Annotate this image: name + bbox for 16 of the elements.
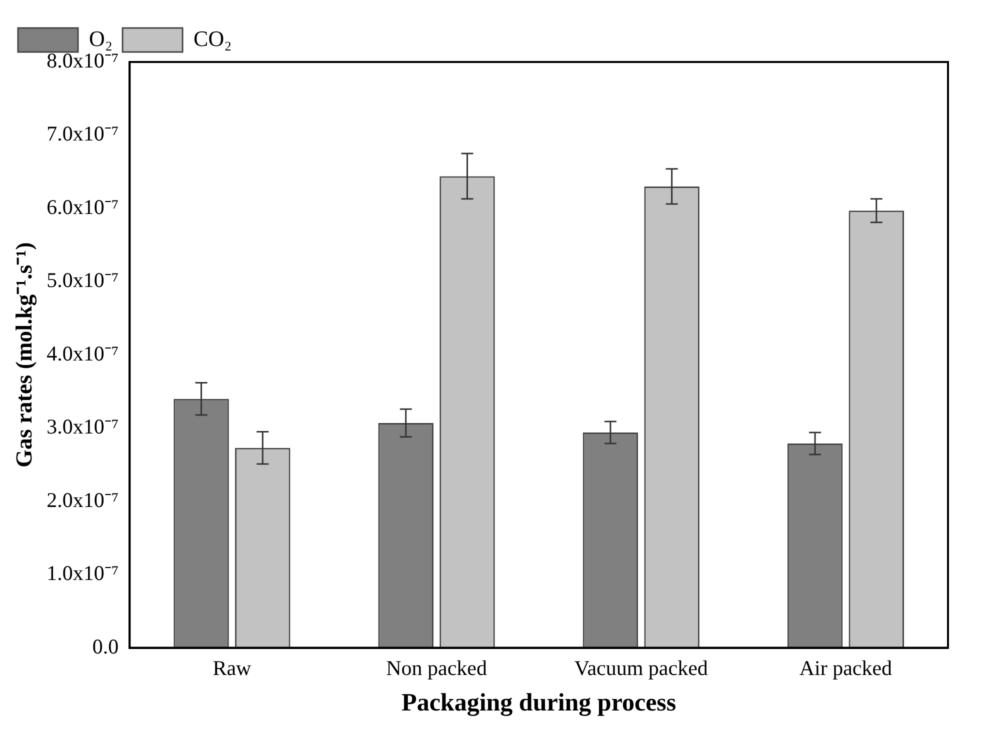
x-axis-title: Packaging during process xyxy=(402,689,676,716)
x-tick-label: Non packed xyxy=(386,656,488,680)
y-tick-label: 2.0x10⁻⁷ xyxy=(46,488,119,512)
y-tick-label: 1.0x10⁻⁷ xyxy=(46,561,119,586)
y-axis-title: Gas rates (mol.kg⁻¹.s⁻¹) xyxy=(12,242,38,468)
y-tick-label: 4.0x10⁻⁷ xyxy=(46,341,119,366)
y-tick-label: 0.0 xyxy=(92,634,119,658)
x-tick-label: Raw xyxy=(212,656,252,680)
x-tick-label: Air packed xyxy=(799,656,893,680)
y-tick-label: 5.0x10⁻⁷ xyxy=(46,268,119,292)
y-tick-label: 3.0x10⁻⁷ xyxy=(46,414,119,439)
y-tick-label: 7.0x10⁻⁷ xyxy=(46,122,119,146)
y-tick-label: 6.0x10⁻⁷ xyxy=(46,194,119,219)
legend-label: CO₂ xyxy=(194,26,232,51)
x-tick-label: Vacuum packed xyxy=(574,656,708,680)
legend-label: O₂ xyxy=(89,26,113,51)
